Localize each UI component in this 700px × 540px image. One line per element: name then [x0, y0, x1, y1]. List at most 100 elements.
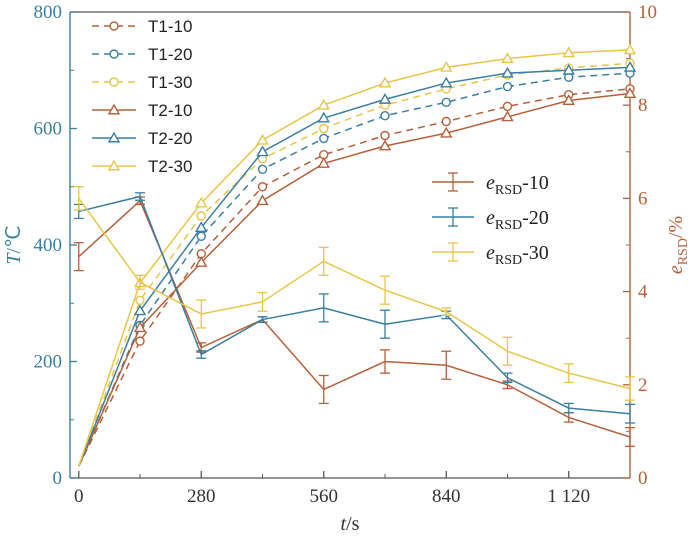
legend-item-T1-10: T1-10 — [92, 17, 192, 36]
point-T1-20 — [441, 97, 451, 107]
series-line-T2-10 — [78, 92, 631, 467]
left-tick-label: 200 — [34, 352, 63, 373]
legend-label-sub: RSD — [495, 253, 522, 268]
point-T1-30 — [135, 295, 145, 306]
legend-label-T1-30: T1-30 — [148, 73, 192, 92]
legend-label-T1-20: T1-20 — [148, 45, 192, 64]
point-T1-20 — [196, 231, 206, 241]
legend-label-T2-30: T2-30 — [148, 157, 192, 176]
right-y-axis-title-sub: RSD — [676, 238, 691, 265]
legend-label-T2-10: T2-10 — [148, 101, 192, 120]
point-T2-10 — [195, 256, 208, 267]
legend-item-T1-20: T1-20 — [92, 45, 192, 64]
point-T2-10 — [256, 194, 269, 206]
left-tick-label: 800 — [34, 2, 63, 23]
point-T2-30 — [501, 52, 514, 64]
point-T2-20 — [623, 60, 637, 72]
legend-label-T1-10: T1-10 — [148, 17, 192, 36]
series-line-T2-30 — [78, 49, 631, 467]
x-axis-title: t/s — [341, 513, 360, 535]
point-T2-20 — [195, 221, 208, 232]
legend-marker-T2-30 — [107, 159, 121, 171]
point-T2-20 — [317, 111, 330, 123]
right-tick-label: 2 — [638, 375, 648, 396]
point-T1-30 — [196, 211, 206, 221]
right-y-axis-title-var: e — [665, 265, 687, 274]
point-T2-30 — [623, 43, 637, 55]
legend-label-T2-20: T2-20 — [148, 129, 192, 148]
x-tick-label: 560 — [310, 486, 339, 507]
x-axis-title-unit: /s — [346, 513, 360, 535]
x-axis-title-var: t — [341, 513, 347, 535]
x-tick-label: 1 120 — [547, 486, 590, 507]
point-T2-10 — [133, 321, 147, 333]
point-T1-10 — [135, 336, 145, 346]
point-T2-10 — [501, 110, 514, 122]
point-T1-20 — [257, 164, 268, 174]
legend-marker-T1-20 — [109, 49, 119, 59]
right-tick-label: 0 — [638, 468, 648, 489]
series-line-e-rsd-10 — [78, 199, 631, 438]
point-T2-30 — [195, 196, 208, 208]
point-T2-10 — [623, 87, 637, 99]
point-T2-10 — [378, 139, 392, 151]
point-T1-10 — [257, 182, 268, 192]
series-e-rsd-30 — [73, 186, 635, 401]
legend-item-T1-30: T1-30 — [92, 73, 192, 92]
point-T1-10 — [380, 130, 390, 141]
temperature-series — [78, 43, 637, 467]
series-line-T2-20 — [78, 66, 631, 467]
legend-label-e-rsd-10: eRSD-10 — [486, 172, 549, 198]
x-axis: 0 280 560 840 1 120 — [74, 471, 590, 507]
series-T2-30 — [78, 43, 637, 467]
point-T2-30 — [378, 76, 392, 88]
x-tick-label: 280 — [187, 486, 216, 507]
point-T2-10 — [440, 126, 453, 138]
point-T2-10 — [562, 94, 575, 105]
left-tick-label: 600 — [34, 119, 63, 140]
legend-marker-T1-10 — [109, 21, 119, 31]
temperature-legend: T1-10 T1-20 T1-30 T2-10 T2-20 T2-30 — [92, 17, 192, 176]
x-tick-label: 0 — [74, 486, 84, 507]
point-T2-30 — [256, 133, 269, 145]
point-T1-30 — [319, 123, 329, 134]
point-T1-20 — [380, 110, 390, 121]
legend-item-e-rsd-30: eRSD-30 — [432, 242, 549, 268]
point-T1-20 — [319, 133, 329, 144]
series-line-T1-20 — [78, 72, 631, 467]
right-y-axis-title-unit: /% — [665, 216, 687, 238]
series-line-e-rsd-20 — [78, 195, 631, 415]
point-T1-20 — [502, 81, 513, 92]
point-T2-20 — [440, 76, 453, 88]
legend-item-e-rsd-20: eRSD-20 — [432, 207, 549, 233]
left-y-axis-title-var: T — [3, 252, 25, 265]
legend-label-e-rsd-30: eRSD-30 — [486, 242, 549, 268]
x-tick-label: 840 — [432, 486, 461, 507]
series-line-e-rsd-30 — [78, 197, 631, 390]
series-T1-30 — [78, 58, 635, 467]
series-e-rsd-10 — [73, 196, 635, 447]
legend-label-e-rsd-20: eRSD-20 — [486, 207, 549, 233]
legend-item-T2-20: T2-20 — [92, 129, 192, 148]
point-T2-20 — [562, 63, 575, 75]
legend-label-var: e — [486, 242, 495, 264]
legend-label-sub: RSD — [495, 183, 522, 198]
legend-marker-T2-10 — [107, 103, 121, 115]
legend-item-T2-30: T2-30 — [92, 157, 192, 176]
right-tick-label: 4 — [638, 282, 648, 303]
right-y-axis-title: eRSD/% — [665, 216, 691, 274]
error-series — [73, 186, 635, 447]
point-T1-10 — [502, 101, 513, 112]
point-T2-20 — [501, 66, 514, 78]
right-tick-label: 10 — [638, 2, 657, 23]
point-T2-20 — [133, 304, 147, 316]
left-y-axis-title: T/℃ — [3, 225, 25, 264]
point-T2-20 — [378, 92, 392, 104]
legend-item-T2-10: T2-10 — [92, 101, 192, 120]
point-T2-30 — [562, 46, 575, 58]
point-T2-30 — [440, 60, 453, 72]
legend-label-suffix: -30 — [522, 242, 549, 264]
point-T2-30 — [317, 98, 330, 110]
